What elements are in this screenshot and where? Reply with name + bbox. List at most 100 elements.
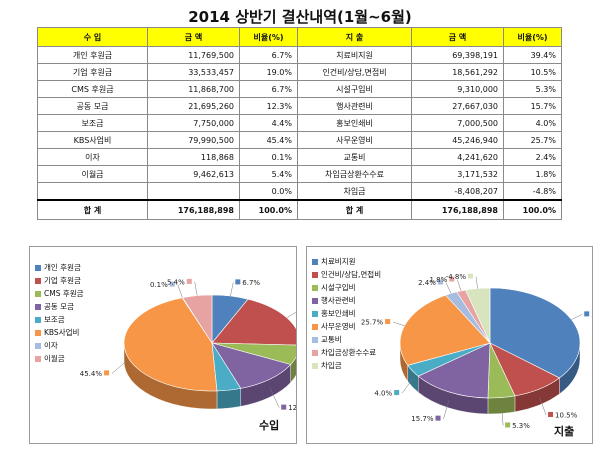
legend-label: 보조금 <box>44 315 65 324</box>
legend-swatch <box>312 259 318 265</box>
table-cell: 100.0% <box>503 199 562 220</box>
data-label-leader <box>393 321 405 327</box>
table-cell: -8,408,207 <box>411 182 504 201</box>
legend-swatch <box>35 304 41 310</box>
table-header-cell: 지 출 <box>297 27 412 47</box>
legend-swatch <box>312 324 318 330</box>
table-header-cell: 비율(%) <box>239 27 298 47</box>
legend-label: 시설구입비 <box>321 283 356 292</box>
table-cell: 45.4% <box>239 131 298 149</box>
pie-slice <box>211 342 292 389</box>
legend-swatch <box>35 265 41 271</box>
legend-swatch <box>35 330 41 336</box>
legend-item: 시설구입비 <box>312 281 381 294</box>
data-label-leader <box>475 276 478 289</box>
table-header-cell: 금 액 <box>147 27 240 47</box>
table-cell: 33,533,457 <box>147 63 240 81</box>
table-cell: 25.7% <box>503 131 562 149</box>
table-cell: 홍보인쇄비 <box>297 114 412 132</box>
table-cell <box>147 182 240 201</box>
data-label: 2.4% <box>418 279 436 287</box>
table-cell: 69,398,191 <box>411 46 504 64</box>
data-label-swatch <box>437 279 443 285</box>
data-label-leader <box>269 387 280 408</box>
legend-item: 인건비/상담,면접비 <box>312 268 381 281</box>
table-cell: 이자 <box>37 148 148 166</box>
pie-slice <box>465 287 491 344</box>
table-cell: 21,695,260 <box>147 97 240 115</box>
data-label: 5.4% <box>167 278 185 286</box>
legend-label: 홍보인쇄비 <box>321 309 356 318</box>
data-label: 25.7% <box>361 319 384 327</box>
table-cell: 7,750,000 <box>147 114 240 132</box>
table-cell: 합 계 <box>297 199 412 220</box>
total-row: 합 계 176,188,898 100.0% 합 계 176,188,898 100.0% <box>37 199 562 220</box>
table-cell: 4.4% <box>239 114 298 132</box>
table-cell: 행사관련비 <box>297 97 412 115</box>
table-cell: 기업 후원금 <box>37 63 148 81</box>
legend-item: 개인 후원금 <box>35 261 84 274</box>
table-cell: KBS사업비 <box>37 131 148 149</box>
legend-swatch <box>312 363 318 369</box>
table-cell: 0.0% <box>239 182 298 201</box>
legend-swatch <box>312 311 318 317</box>
legend-swatch <box>35 317 41 323</box>
legend-label: 인건비/상담,면접비 <box>321 270 382 279</box>
table-cell: 11,868,700 <box>147 80 240 98</box>
data-label: -4.8% <box>446 273 467 281</box>
legend-item: 보조금 <box>35 313 84 326</box>
table-cell: 2.4% <box>503 148 562 166</box>
legend-label: KBS사업비 <box>44 328 80 337</box>
table-cell: 11,769,500 <box>147 46 240 64</box>
table-row: 0.0% 차입금 -8,408,207 -4.8% <box>37 182 562 201</box>
data-label-leader <box>194 281 198 296</box>
table-row: 개인 후원금 11,769,500 6.7% 치료비지원 69,398,191 39.4% <box>37 46 562 64</box>
table-header-cell: 비율(%) <box>503 27 562 47</box>
table-cell: 1.8% <box>503 165 562 183</box>
table-row: KBS사업비 79,990,500 45.4% 사무운영비 45,246,940 25.7… <box>37 131 562 149</box>
pie-slice <box>399 294 491 366</box>
data-label-leader <box>230 282 234 297</box>
data-label: 4.0% <box>374 390 392 398</box>
data-label: 5.3% <box>512 422 530 430</box>
data-label-swatch <box>385 319 391 325</box>
data-label: 0.1% <box>150 281 168 289</box>
legend-item: 행사관련비 <box>312 294 381 307</box>
table-cell: 15.7% <box>503 97 562 115</box>
legend-label: 차입금 <box>321 361 342 370</box>
data-label: 15.7% <box>411 415 434 423</box>
data-label-swatch <box>584 311 590 317</box>
table-cell: 차입금 <box>297 182 412 201</box>
pie-slice-side <box>216 388 241 410</box>
table-cell: 교통비 <box>297 148 412 166</box>
table-cell: 39.4% <box>503 46 562 64</box>
legend-swatch <box>35 343 41 349</box>
data-label: 10.5% <box>555 411 578 419</box>
table-cell: 4,241,620 <box>411 148 504 166</box>
data-label-swatch <box>505 422 511 428</box>
table-cell: 차입금상환수수료 <box>297 165 412 183</box>
table-cell: 인건비/상담,면접비 <box>297 63 412 81</box>
table-row: 보조금 7,750,000 4.4% 홍보인쇄비 7,000,500 4.0% <box>37 114 562 132</box>
table-cell: 79,990,500 <box>147 131 240 149</box>
table-cell: 보조금 <box>37 114 148 132</box>
legend-item: 기업 후원금 <box>35 274 84 287</box>
legend-label: 사무운영비 <box>321 322 356 331</box>
pie-slice <box>417 342 491 399</box>
legend-swatch <box>35 291 41 297</box>
pie-slice-side <box>487 395 516 415</box>
legend-item: 치료비지원 <box>312 255 381 268</box>
table-cell: 18,561,292 <box>411 63 504 81</box>
income-legend: 개인 후원금 기업 후원금 CMS 후원금 공동 모금 보조금 KBS사업비 이자 이월금 <box>35 261 84 365</box>
data-label-swatch <box>449 276 455 282</box>
table-cell: 이월금 <box>37 165 148 183</box>
table-cell: 45,246,940 <box>411 131 504 149</box>
table-cell: 합 계 <box>37 199 148 220</box>
table-cell: 5.3% <box>503 80 562 98</box>
table-cell: -4.8% <box>503 182 562 201</box>
legend-label: 치료비지원 <box>321 257 356 266</box>
legend-swatch <box>35 278 41 284</box>
table-cell: 100.0% <box>239 199 298 220</box>
